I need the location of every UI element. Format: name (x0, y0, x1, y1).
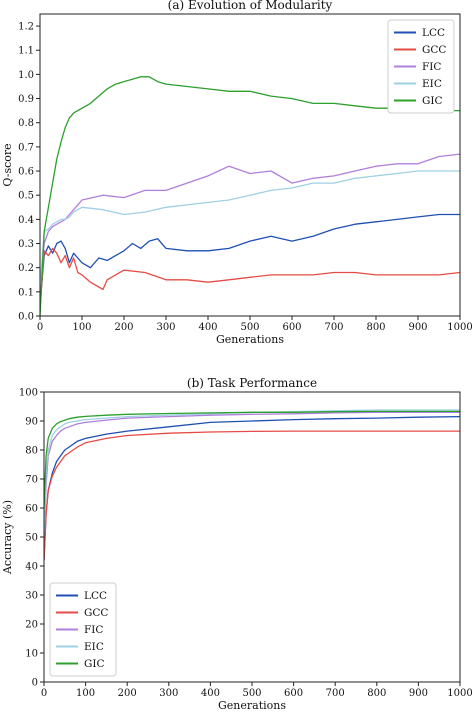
x-tick-label: 700 (324, 322, 343, 333)
legend-label-lcc: LCC (422, 27, 445, 39)
y-tick-label: 1.0 (18, 70, 34, 81)
y-tick-label: 10 (25, 649, 38, 660)
legend-label-lcc: LCC (84, 590, 107, 602)
legend-label-gcc: GCC (422, 44, 446, 56)
y-tick-label: 70 (25, 475, 38, 486)
series-line-lcc (40, 213, 460, 304)
series-line-gcc (44, 430, 460, 561)
x-tick-label: 600 (284, 688, 303, 699)
x-tick-label: 1000 (447, 322, 472, 333)
y-tick-label: 1.2 (18, 22, 34, 33)
legend-label-gcc: GCC (84, 607, 108, 619)
x-axis-label: Generations (216, 333, 284, 346)
y-tick-label: 1.1 (18, 46, 34, 57)
series-line-fic (40, 153, 460, 292)
y-tick-label: 0.5 (18, 191, 34, 202)
series-line-gic (40, 76, 460, 316)
y-tick-label: 0.2 (18, 263, 34, 274)
x-tick-label: 100 (72, 322, 91, 333)
x-tick-label: 600 (282, 322, 301, 333)
y-axis-label: Q-score (1, 143, 14, 186)
series-line-eic (44, 409, 460, 532)
legend-box (387, 19, 455, 114)
x-tick-label: 900 (408, 322, 427, 333)
y-tick-label: 90 (25, 417, 38, 428)
y-tick-label: 80 (25, 446, 38, 457)
x-tick-label: 400 (201, 688, 220, 699)
y-tick-label: 0.6 (18, 167, 34, 178)
y-tick-label: 20 (25, 620, 38, 631)
y-tick-label: 30 (25, 591, 38, 602)
y-tick-label: 0.8 (18, 118, 34, 129)
y-tick-label: 0.1 (18, 287, 34, 298)
y-tick-label: 100 (19, 388, 38, 399)
y-tick-label: 40 (25, 562, 38, 573)
y-tick-label: 60 (25, 504, 38, 515)
series-line-gic (44, 410, 460, 509)
y-tick-label: 0.4 (18, 215, 34, 226)
y-tick-label: 0 (32, 678, 38, 689)
series-line-lcc (44, 415, 460, 561)
y-tick-label: 50 (25, 533, 38, 544)
x-tick-label: 500 (242, 688, 261, 699)
legend-box (49, 582, 117, 677)
series-group (40, 76, 460, 316)
x-tick-label: 800 (366, 322, 385, 333)
x-tick-label: 1000 (447, 688, 472, 699)
series-line-eic (40, 170, 460, 288)
legend-label-eic: EIC (422, 78, 442, 90)
x-axis-label: Generations (218, 699, 286, 712)
x-tick-label: 400 (198, 322, 217, 333)
x-tick-label: 800 (367, 688, 386, 699)
legend: LCC GCC FIC EIC GIC (49, 582, 117, 677)
series-group (44, 409, 460, 561)
x-tick-label: 500 (240, 322, 259, 333)
x-tick-label: 0 (41, 688, 47, 699)
y-tick-label: 0.0 (18, 312, 34, 323)
y-tick-label: 0.3 (18, 239, 34, 250)
legend: LCC GCC FIC EIC GIC (387, 19, 455, 114)
legend-label-gic: GIC (84, 658, 105, 670)
legend-label-gic: GIC (422, 95, 443, 107)
x-tick-label: 700 (326, 688, 345, 699)
series-line-fic (44, 411, 460, 538)
x-tick-label: 0 (37, 322, 43, 333)
x-tick-label: 300 (156, 322, 175, 333)
chart-panel-modularity: (a) Evolution of Modularity 0 100 200 300 400… (1, 0, 473, 346)
x-tick-label: 200 (118, 688, 137, 699)
chart-title: (a) Evolution of Modularity (168, 0, 333, 12)
y-axis-label: Accuracy (%) (1, 500, 14, 575)
x-tick-label: 100 (76, 688, 95, 699)
series-line-gcc (40, 247, 460, 309)
chart-title: (b) Task Performance (187, 376, 317, 390)
legend-label-eic: EIC (84, 641, 104, 653)
y-tick-label: 0.9 (18, 94, 34, 105)
x-tick-label: 200 (114, 322, 133, 333)
legend-label-fic: FIC (422, 61, 441, 73)
x-tick-label: 300 (159, 688, 178, 699)
legend-label-fic: FIC (84, 624, 103, 636)
x-tick-label: 900 (409, 688, 428, 699)
y-tick-label: 0.7 (18, 142, 34, 153)
